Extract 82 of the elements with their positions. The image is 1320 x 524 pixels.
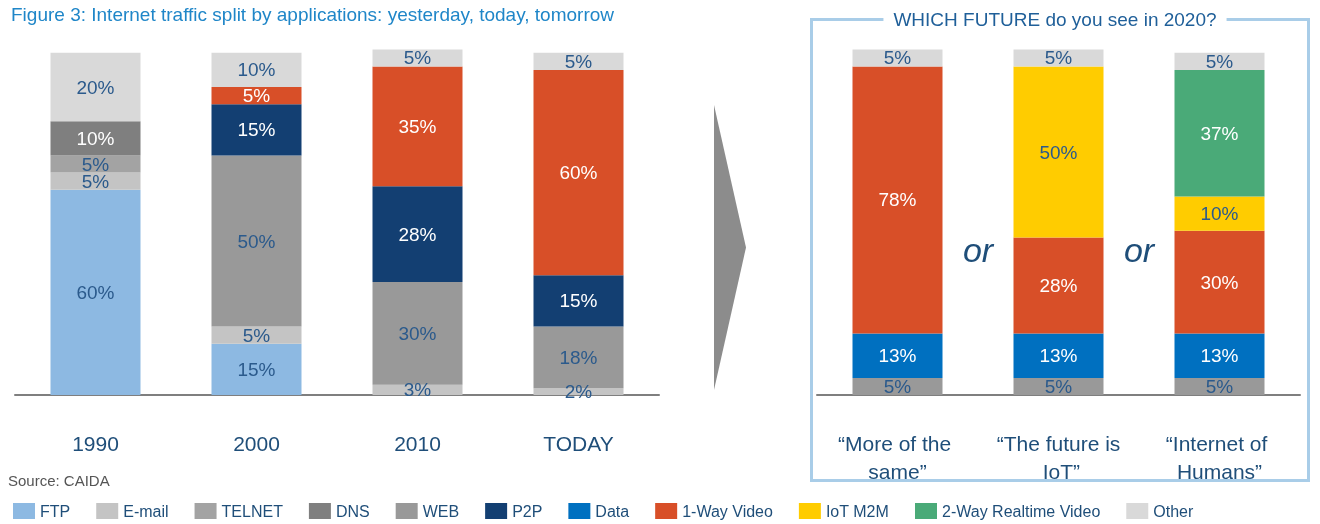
bar bbox=[852, 49, 943, 67]
data-label: 5% bbox=[1205, 50, 1234, 72]
bar bbox=[372, 282, 463, 385]
data-label: 28% bbox=[398, 223, 437, 245]
data-label: 13% bbox=[1200, 345, 1239, 367]
data-label: 5% bbox=[1044, 375, 1073, 397]
data-label: 28% bbox=[1039, 275, 1078, 297]
data-label: 60% bbox=[559, 162, 598, 184]
bar bbox=[211, 343, 302, 395]
data-label: 37% bbox=[1200, 122, 1239, 144]
x-tick-label: “More of the same” bbox=[837, 431, 958, 483]
data-label: 5% bbox=[883, 47, 912, 69]
bar bbox=[50, 189, 141, 395]
data-label: 15% bbox=[559, 290, 598, 312]
legend-label: TELNET bbox=[221, 502, 284, 520]
chart-title: Figure 3: Internet traffic split by applications: yesterday, today, tomorrow bbox=[11, 4, 615, 25]
data-label: 10% bbox=[237, 59, 276, 81]
bar bbox=[211, 155, 302, 327]
x-tick-label: “Internet of Humans” bbox=[1165, 431, 1274, 483]
data-label: 78% bbox=[878, 189, 917, 211]
data-label: 5% bbox=[242, 324, 271, 346]
data-label: 5% bbox=[1205, 375, 1234, 397]
data-label: 3% bbox=[403, 379, 432, 401]
x-tick-label: 1990 bbox=[72, 431, 119, 455]
bar bbox=[1013, 333, 1104, 378]
data-label: 20% bbox=[76, 76, 115, 98]
x-tick-label: 2010 bbox=[394, 431, 441, 455]
data-label: 35% bbox=[398, 115, 437, 137]
data-label: 50% bbox=[1039, 141, 1078, 163]
bar bbox=[1174, 230, 1265, 334]
data-label: 2% bbox=[564, 381, 593, 403]
data-label: 60% bbox=[76, 281, 115, 303]
bar bbox=[1013, 66, 1104, 238]
legend-label: Data bbox=[595, 502, 630, 520]
data-label: 13% bbox=[878, 345, 917, 367]
legend-label: 1-Way Video bbox=[682, 502, 773, 520]
bar bbox=[852, 66, 943, 334]
data-label: 50% bbox=[237, 230, 276, 252]
legend-label: E-mail bbox=[123, 502, 169, 520]
annotation: or bbox=[962, 231, 995, 269]
data-label: 18% bbox=[559, 346, 598, 368]
x-tick-label: “The future is IoT” bbox=[996, 431, 1121, 483]
bar bbox=[852, 333, 943, 378]
bar bbox=[1174, 196, 1265, 231]
data-label: 5% bbox=[403, 47, 432, 69]
x-tick-label: TODAY bbox=[543, 431, 614, 455]
bar bbox=[533, 69, 624, 276]
data-label: 5% bbox=[1044, 47, 1073, 69]
annotation: or bbox=[1123, 231, 1156, 269]
data-label: 10% bbox=[1200, 203, 1239, 225]
legend-label: IoT M2M bbox=[825, 502, 889, 520]
bar bbox=[1013, 49, 1104, 67]
bar bbox=[372, 186, 463, 283]
x-tick-label: 2000 bbox=[233, 431, 280, 455]
source-note: Source: CAIDA bbox=[8, 472, 110, 489]
bar bbox=[1174, 333, 1265, 378]
bar bbox=[50, 52, 141, 122]
data-label: 15% bbox=[237, 358, 276, 380]
data-label: 30% bbox=[398, 322, 437, 344]
legend-label: 2-Way Realtime Video bbox=[941, 502, 1101, 520]
data-label: 30% bbox=[1200, 271, 1239, 293]
bar bbox=[211, 52, 302, 88]
bar bbox=[372, 49, 463, 67]
bar bbox=[1174, 69, 1265, 197]
data-label: 5% bbox=[242, 85, 271, 107]
bar bbox=[50, 155, 141, 173]
bar bbox=[50, 121, 141, 156]
data-label: 15% bbox=[237, 119, 276, 141]
data-label: 5% bbox=[564, 50, 593, 72]
bar bbox=[211, 104, 302, 156]
legend-label: P2P bbox=[512, 502, 543, 520]
bar bbox=[533, 275, 624, 327]
data-label: 13% bbox=[1039, 345, 1078, 367]
bar bbox=[1013, 237, 1104, 334]
data-label: 5% bbox=[883, 375, 912, 397]
legend-label: FTP bbox=[40, 502, 71, 520]
chart-title: WHICH FUTURE do you see in 2020? bbox=[893, 9, 1217, 30]
legend-label: DNS bbox=[335, 502, 370, 520]
data-label: 10% bbox=[76, 127, 115, 149]
legend-label: WEB bbox=[422, 502, 460, 520]
bar bbox=[372, 66, 463, 187]
legend-label: Other bbox=[1153, 502, 1194, 520]
